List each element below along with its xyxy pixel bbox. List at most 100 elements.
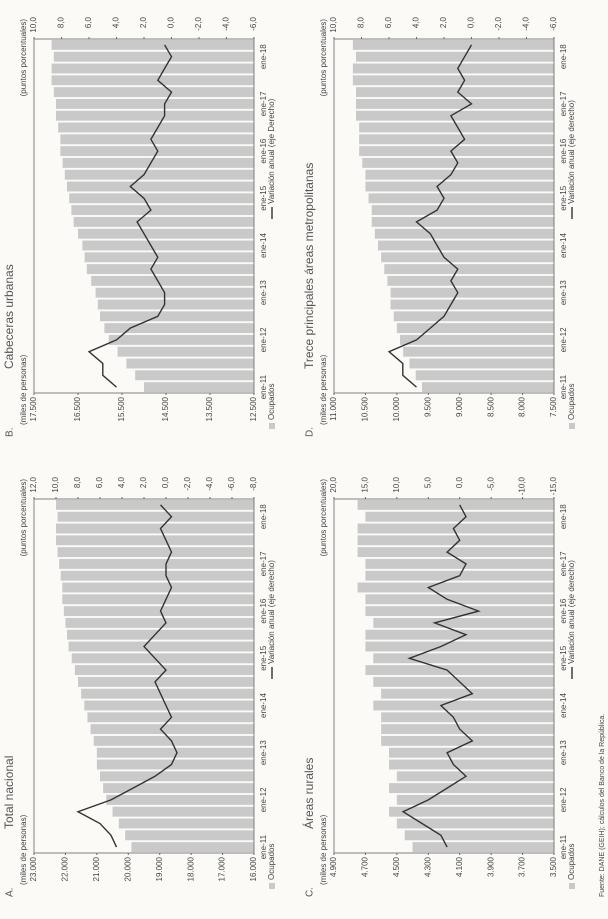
x-tick-label: ene-14 [559, 233, 568, 258]
bar [357, 535, 555, 546]
bar [108, 334, 254, 345]
y2-tick-label: 6,0 [384, 16, 393, 28]
x-tick-label: ene-12 [259, 327, 268, 352]
bar [384, 264, 554, 275]
bar [396, 771, 554, 782]
y2-tick-label: 4,0 [117, 476, 126, 488]
line [401, 504, 481, 848]
y2-tick-label: -6,0 [249, 16, 258, 30]
bar [381, 712, 554, 723]
panel-letter: A. [5, 888, 16, 897]
bar [378, 240, 554, 251]
y2-tick-label: -6,0 [549, 16, 558, 30]
bar [357, 582, 555, 593]
y2-tick-label: -5,0 [486, 476, 495, 490]
bar [117, 346, 254, 357]
bar [78, 228, 254, 239]
x-tick-label: ene-16 [259, 598, 268, 623]
bar [60, 134, 255, 145]
y-tick-label: 19.000 [155, 856, 164, 881]
y2-axis-label: (puntos porcentuales) [319, 19, 328, 97]
bar [357, 499, 555, 510]
y-tick-label: 4.100 [455, 856, 464, 877]
plot-frame [333, 498, 555, 854]
legend-label: Variación anual (eje derecho) [267, 560, 276, 664]
bar [67, 629, 254, 640]
x-tick-label: ene-14 [259, 233, 268, 258]
y2-tick-label: 0,0 [161, 476, 170, 488]
bar [356, 51, 554, 62]
bar [400, 334, 554, 345]
x-tick-label: ene-15 [559, 645, 568, 670]
y2-tick-label: -2,0 [494, 16, 503, 30]
panel-letter: C. [305, 887, 316, 897]
bar [373, 676, 554, 687]
y2-tick-label: -15,0 [549, 476, 558, 495]
chart-title: Trece principales áreas metropolitanas [302, 163, 316, 369]
y-axis-label: (miles de personas) [19, 354, 28, 425]
y-tick-label: 14.500 [161, 396, 170, 421]
y2-tick-label: 10,0 [51, 476, 60, 492]
bar [374, 228, 554, 239]
bar [126, 358, 254, 369]
bar [381, 735, 554, 746]
y2-tick-label: 12,0 [29, 476, 38, 492]
y-tick-label: 16.000 [249, 856, 258, 881]
bar [74, 665, 254, 676]
y2-tick-label: 20,0 [329, 476, 338, 492]
bar [69, 193, 254, 204]
bar [403, 346, 554, 357]
bar [56, 535, 254, 546]
x-tick-label: ene-15 [559, 185, 568, 210]
y-tick-label: 10.500 [361, 396, 370, 421]
y-tick-label: 13.500 [205, 396, 214, 421]
x-tick-label: ene-18 [559, 504, 568, 529]
bar [368, 193, 555, 204]
chart-title: Cabeceras urbanas [2, 264, 16, 369]
legend-label: Ocupados [267, 384, 276, 420]
chart-title: Total nacional [2, 756, 16, 829]
bar [352, 39, 554, 50]
y-tick-label: 3.700 [518, 856, 527, 877]
bar [65, 617, 254, 628]
bar [62, 594, 254, 605]
x-tick-label: ene-18 [259, 504, 268, 529]
bar [356, 110, 554, 121]
bar [86, 264, 254, 275]
chart-title: Áreas rurales [301, 758, 316, 829]
legend-label: Variación anual (eje derecho) [567, 100, 576, 204]
panel-letter: D. [305, 427, 316, 437]
x-tick-label: ene-11 [259, 374, 268, 399]
y2-tick-label: 4,0 [412, 16, 421, 28]
bar [381, 688, 554, 699]
y-axis-label: (miles de personas) [19, 814, 28, 885]
plot-frame [33, 498, 255, 854]
x-tick-label: ene-14 [259, 693, 268, 718]
y2-axis-label: (puntos porcentuales) [19, 479, 28, 557]
y-axis-label: (miles de personas) [319, 354, 328, 425]
y2-tick-label: 2,0 [139, 476, 148, 488]
bar [389, 783, 554, 794]
bar [90, 724, 254, 735]
bar [352, 63, 554, 74]
y-tick-label: 3.900 [486, 856, 495, 877]
y2-tick-label: 8,0 [357, 16, 366, 28]
bar [60, 570, 255, 581]
bar [82, 240, 255, 251]
y2-axis-label: (puntos porcentuales) [19, 19, 28, 97]
y-tick-label: 17.000 [218, 856, 227, 881]
y-tick-label: 23.000 [29, 856, 38, 881]
bar [381, 252, 554, 263]
bar [59, 558, 255, 569]
bar [131, 842, 254, 853]
y2-tick-label: 6,0 [95, 476, 104, 488]
bar [63, 606, 254, 617]
bar [365, 558, 554, 569]
bar [51, 75, 254, 86]
y-tick-label: 3.500 [549, 856, 558, 877]
y2-tick-label: 5,0 [423, 476, 432, 488]
bar [125, 830, 255, 841]
y-tick-label: 22.000 [61, 856, 70, 881]
y-tick-label: 4.900 [329, 856, 338, 877]
